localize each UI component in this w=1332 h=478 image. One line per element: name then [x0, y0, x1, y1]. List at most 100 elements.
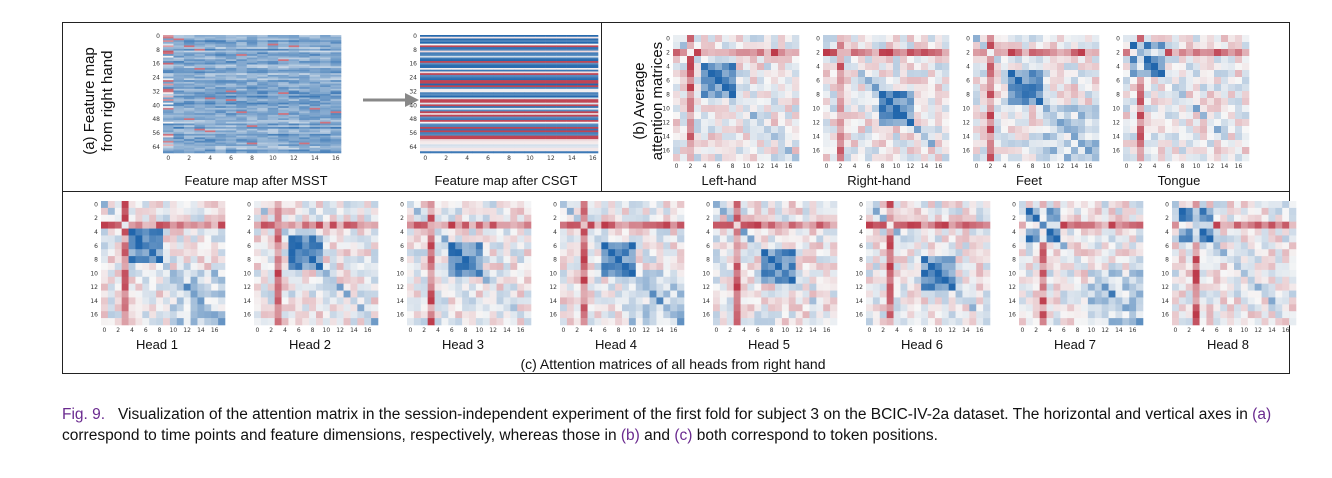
- matrix-cell: [218, 256, 226, 264]
- y-tick-label: 2: [400, 215, 404, 222]
- feature-cell: [420, 118, 431, 121]
- matrix-cell: [1193, 119, 1201, 127]
- feature-cell: [309, 43, 321, 46]
- matrix-cell: [1050, 70, 1058, 78]
- matrix-cell: [274, 263, 282, 271]
- feature-cell: [493, 132, 505, 135]
- matrix-cell: [715, 77, 723, 85]
- feature-cell: [461, 121, 473, 124]
- feature-cell: [236, 88, 248, 91]
- matrix-cell: [587, 249, 595, 257]
- matrix-cell: [722, 91, 730, 99]
- matrix-cell: [649, 214, 657, 222]
- matrix-cell: [743, 98, 751, 106]
- matrix-cell: [190, 297, 198, 305]
- matrix-cell: [462, 318, 470, 326]
- y-tick-label: 16: [396, 312, 404, 319]
- feature-cell: [309, 111, 321, 114]
- matrix-cell: [601, 207, 609, 216]
- matrix-cell: [1137, 98, 1145, 106]
- feature-cell: [246, 36, 258, 39]
- feature-cell: [514, 54, 526, 57]
- matrix-cell: [156, 318, 164, 326]
- matrix-cell: [1242, 133, 1250, 141]
- matrix-cell: [1207, 70, 1215, 78]
- feature-cell: [524, 35, 536, 38]
- feature-cell: [482, 132, 494, 135]
- y-tick-label: 8: [966, 92, 970, 99]
- feature-cell: [278, 54, 289, 57]
- y-tick-label: 0: [413, 33, 417, 40]
- matrix-cell: [1078, 63, 1086, 71]
- feature-cell: [163, 38, 174, 41]
- feature-cell: [420, 62, 431, 65]
- feature-cell: [183, 52, 195, 55]
- matrix-cell: [364, 269, 372, 278]
- matrix-cell: [1200, 98, 1208, 106]
- feature-cell: [482, 55, 494, 58]
- matrix-cell: [1186, 63, 1194, 71]
- matrix-cell: [510, 201, 518, 209]
- x-tick-label: 4: [853, 163, 857, 170]
- matrix-cell: [190, 228, 198, 236]
- matrix-cell: [1130, 49, 1138, 57]
- feature-cell: [440, 126, 452, 130]
- matrix-cell: [1200, 49, 1208, 57]
- feature-cell: [524, 48, 536, 51]
- matrix-cell: [371, 297, 379, 305]
- feature-cell: [482, 71, 494, 74]
- matrix-cell: [942, 112, 950, 120]
- matrix-cell: [1036, 63, 1044, 71]
- feature-cell: [440, 120, 452, 123]
- matrix-cell: [1242, 119, 1250, 127]
- matrix-cell: [942, 70, 950, 78]
- x-tick-label: 6: [1167, 163, 1171, 170]
- matrix-cell: [204, 201, 212, 209]
- matrix-cell: [364, 263, 372, 271]
- matrix-cell: [851, 105, 859, 113]
- matrix-cell: [673, 147, 681, 155]
- feature-cell: [278, 87, 289, 90]
- feature-cell: [278, 151, 289, 154]
- feature-cell: [482, 140, 494, 143]
- matrix-cell: [274, 256, 282, 264]
- matrix-cell: [928, 147, 936, 155]
- matrix-cell: [935, 140, 943, 148]
- feature-cell: [461, 88, 473, 91]
- matrix-cell: [792, 98, 800, 106]
- feature-cell: [204, 81, 216, 84]
- matrix-cell: [942, 42, 950, 50]
- matrix-cell: [764, 35, 772, 43]
- feature-cell: [267, 83, 279, 86]
- matrix-cell: [281, 214, 289, 222]
- matrix-cell: [281, 221, 289, 229]
- feature-cell: [183, 80, 195, 83]
- matrix-cell: [1022, 154, 1030, 162]
- matrix-cell: [288, 201, 296, 209]
- feature-cell: [493, 133, 505, 136]
- feature-cell: [451, 121, 463, 124]
- feature-cell: [472, 97, 484, 100]
- matrix-cell: [169, 249, 178, 257]
- feature-cell: [236, 69, 248, 72]
- feature-cell: [299, 121, 310, 124]
- matrix-cell: [673, 98, 681, 106]
- feature-cell: [183, 151, 195, 154]
- feature-cell: [204, 62, 216, 65]
- matrix-cell: [496, 311, 504, 319]
- feature-cell: [545, 113, 557, 116]
- feature-cell: [430, 64, 442, 67]
- feature-cell: [482, 69, 494, 72]
- feature-cell: [482, 107, 494, 110]
- matrix-cell: [708, 154, 716, 162]
- feature-cell: [440, 38, 452, 41]
- matrix-cell: [142, 276, 150, 284]
- matrix-cell: [935, 70, 943, 78]
- matrix-cell: [994, 140, 1002, 148]
- feature-cell: [451, 109, 463, 112]
- matrix-cell: [267, 276, 275, 284]
- matrix-cell: [441, 207, 449, 216]
- feature-cell: [267, 132, 279, 135]
- feature-cell: [246, 48, 258, 51]
